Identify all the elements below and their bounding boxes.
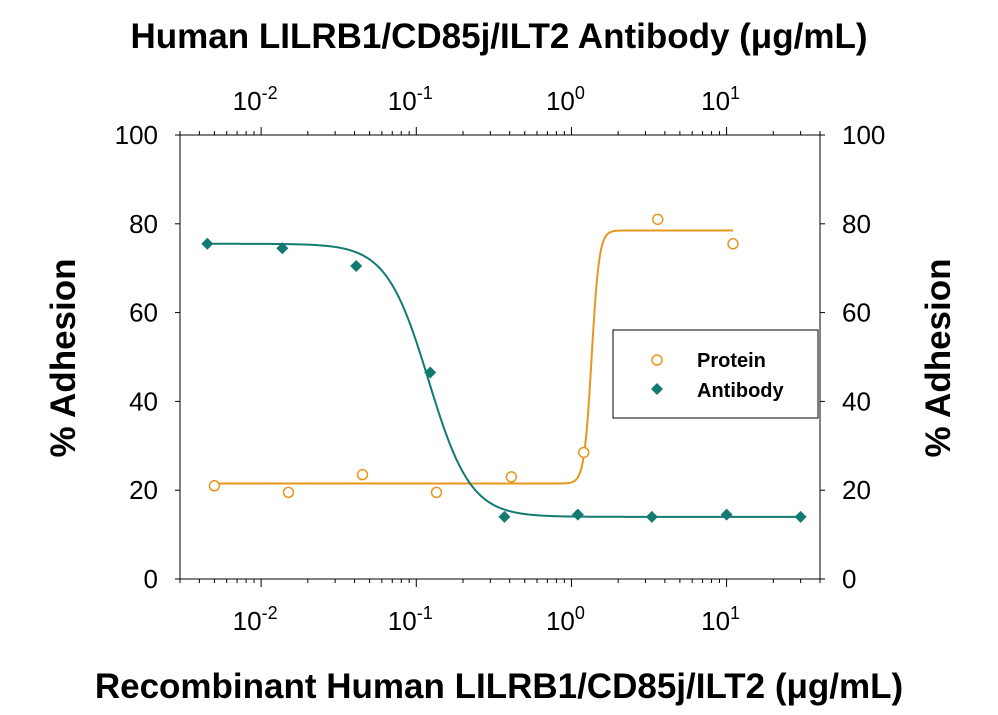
plot-axes: 0 0 20 20 40 40 60 60 80 80 100 100 10-2 10-2 10-1 10-1… [115, 83, 886, 636]
y-tick-label-left: 100 [115, 120, 158, 150]
data-point-antibody [350, 259, 363, 272]
data-point-antibody [645, 510, 658, 523]
x-tick-label-bottom: 10-2 [233, 603, 278, 636]
right-y-axis-title: % Adhesion [919, 259, 958, 458]
y-tick-label-right: 60 [842, 298, 871, 328]
y-tick-label-left: 60 [129, 298, 158, 328]
x-tick-label-bottom: 10-1 [388, 603, 433, 636]
bottom-axis-title: Recombinant Human LILRB1/CD85j/ILT2 (μg/… [95, 667, 903, 706]
y-tick-label-right: 20 [842, 475, 871, 505]
x-tick-label-top: 10-1 [388, 83, 433, 116]
x-tick-label-top: 10-2 [233, 83, 278, 116]
data-point-protein [505, 471, 518, 483]
y-tick-label-left: 40 [129, 386, 158, 416]
data-point-antibody [201, 237, 214, 250]
legend-antibody-label: Antibody [697, 380, 785, 402]
data-point-protein [356, 468, 369, 481]
data-points [201, 213, 807, 523]
left-y-axis-title: % Adhesion [44, 259, 83, 458]
data-point-antibody [424, 366, 437, 379]
data-point-antibody [794, 510, 807, 523]
y-tick-label-left: 20 [129, 475, 158, 505]
legend-protein-marker [651, 354, 663, 366]
data-point-antibody [276, 242, 289, 255]
fit-curve-protein [214, 229, 734, 485]
fit-curve-antibody [207, 242, 801, 518]
y-tick-label-right: 100 [842, 120, 885, 150]
data-point-protein [577, 446, 590, 459]
data-point-antibody [498, 510, 511, 523]
y-tick-label-right: 0 [842, 564, 856, 594]
fit-curves [207, 229, 801, 518]
data-point-protein [208, 480, 221, 492]
data-point-protein [430, 486, 443, 499]
x-tick-label-top: 100 [546, 83, 585, 116]
legend: Protein Antibody [612, 329, 819, 419]
top-axis-title: Human LILRB1/CD85j/ILT2 Antibody (μg/mL) [131, 17, 868, 56]
x-tick-label-bottom: 100 [546, 603, 585, 636]
y-tick-label-left: 80 [129, 209, 158, 239]
data-point-protein [282, 486, 295, 499]
y-tick-label-right: 80 [842, 209, 871, 239]
y-tick-label-right: 40 [842, 386, 871, 416]
data-point-protein [651, 213, 664, 226]
x-tick-label-top: 101 [701, 83, 740, 116]
legend-box [612, 329, 819, 419]
legend-protein-label: Protein [697, 350, 766, 372]
y-tick-label-left: 0 [144, 564, 158, 594]
x-tick-label-bottom: 101 [701, 603, 740, 636]
data-point-antibody [571, 508, 584, 521]
legend-antibody-marker [651, 383, 663, 395]
data-point-protein [727, 238, 739, 250]
data-point-antibody [720, 508, 733, 521]
